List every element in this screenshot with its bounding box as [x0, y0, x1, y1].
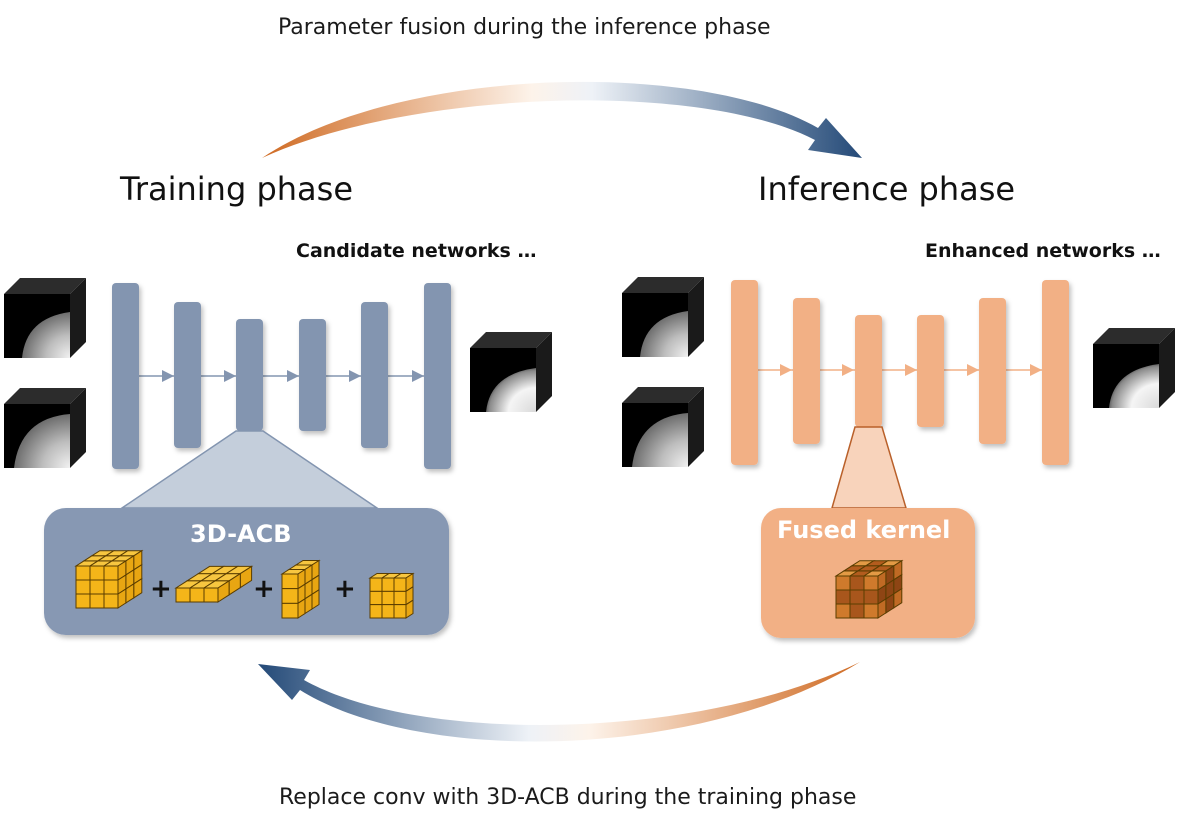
inference-layer-3	[855, 315, 882, 427]
candidate-networks-label: Candidate networks …	[296, 240, 537, 262]
inference-layer-6	[1042, 280, 1069, 465]
input-volume-cube-4	[622, 387, 704, 467]
plus-sign: +	[150, 574, 172, 604]
flow-arrowhead	[287, 370, 299, 382]
input-volume-cube-2	[4, 388, 86, 468]
inference-layer-2	[793, 298, 820, 444]
kernel-3x3-side-icon	[280, 559, 321, 619]
kernel-flat-3x3x1-icon	[174, 565, 254, 603]
plus-sign: +	[334, 574, 356, 604]
input-volume-cube-3	[622, 277, 704, 357]
flow-arrowhead	[905, 364, 917, 376]
bottom-replace-arrow	[258, 662, 860, 742]
kernel-3x1x3-icon	[368, 572, 415, 619]
enhanced-volume-cube	[1093, 328, 1175, 408]
flow-arrowhead	[1030, 364, 1042, 376]
input-volume-cube-1	[4, 278, 86, 358]
acb-block-title: 3D-ACB	[190, 520, 292, 548]
training-layer-4	[299, 319, 326, 431]
top-caption: Parameter fusion during the inference ph…	[278, 15, 771, 40]
output-volume-cube	[470, 332, 552, 412]
training-network	[112, 283, 451, 469]
inference-zoom-connector	[831, 426, 908, 509]
flow-arrowhead	[349, 370, 361, 382]
inference-layer-5	[979, 298, 1006, 444]
top-fusion-arrow	[262, 81, 862, 158]
training-layer-1	[112, 283, 139, 469]
flow-arrowhead	[224, 370, 236, 382]
training-layer-3	[236, 319, 263, 431]
enhanced-networks-label: Enhanced networks …	[925, 240, 1161, 262]
fused-kernel-title: Fused kernel	[777, 516, 951, 544]
inference-layer-1	[731, 280, 758, 465]
training-zoom-connector	[119, 430, 380, 509]
training-layer-5	[361, 302, 388, 448]
training-layer-6	[424, 283, 451, 469]
training-phase-title: Training phase	[120, 170, 353, 208]
fused-kernel-cube-icon	[834, 559, 904, 619]
training-layer-2	[174, 302, 201, 448]
bottom-caption: Replace conv with 3D-ACB during the trai…	[279, 785, 857, 810]
kernel-cube-3x3x3-icon	[74, 549, 144, 609]
inference-network	[731, 280, 1069, 465]
flow-arrowhead	[162, 370, 174, 382]
flow-arrowhead	[412, 370, 424, 382]
inference-layer-4	[917, 315, 944, 427]
plus-sign: +	[253, 574, 275, 604]
flow-arrowhead	[780, 364, 792, 376]
inference-phase-title: Inference phase	[758, 170, 1016, 208]
flow-arrowhead	[967, 364, 979, 376]
flow-arrowhead	[842, 364, 854, 376]
